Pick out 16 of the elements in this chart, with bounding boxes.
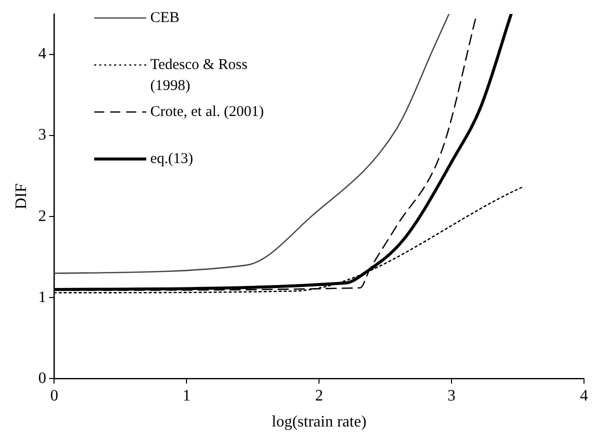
y-tick-label: 4	[38, 46, 46, 63]
legend-label: Crote, et al. (2001)	[150, 104, 264, 120]
x-tick-label: 1	[182, 387, 191, 404]
x-tick-label: 0	[50, 387, 58, 404]
x-tick-label: 4	[580, 387, 588, 404]
y-tick-label: 0	[38, 370, 46, 387]
y-tick-label: 2	[38, 208, 46, 225]
x-tick-label: 2	[315, 387, 324, 404]
y-axis-title: DIF	[12, 183, 30, 210]
y-tick-label: 3	[38, 126, 46, 144]
legend-label: Tedesco & Ross (1998)	[150, 56, 248, 94]
legend-label: CEB	[150, 10, 180, 26]
x-tick-label: 3	[448, 387, 456, 404]
legend-label: eq.(13)	[150, 150, 194, 167]
y-tick-label: 1	[38, 288, 46, 306]
x-axis-title: log(strain rate)	[272, 414, 366, 431]
